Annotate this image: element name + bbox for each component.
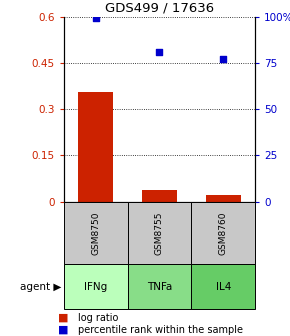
Text: agent ▶: agent ▶ (19, 282, 61, 292)
Bar (142, 190, 177, 202)
Text: percentile rank within the sample: percentile rank within the sample (78, 325, 243, 335)
Title: GDS499 / 17636: GDS499 / 17636 (105, 1, 214, 14)
Text: ■: ■ (58, 325, 68, 335)
Text: TNFa: TNFa (147, 282, 172, 292)
Text: GSM8760: GSM8760 (219, 211, 228, 255)
Text: GSM8755: GSM8755 (155, 211, 164, 255)
Text: IFNg: IFNg (84, 282, 107, 292)
Bar (206, 195, 241, 202)
Point (93, 15, 98, 20)
Text: IL4: IL4 (215, 282, 231, 292)
Text: log ratio: log ratio (78, 312, 119, 323)
Bar (78, 92, 113, 202)
Text: GSM8750: GSM8750 (91, 211, 100, 255)
Point (157, 49, 162, 55)
Point (221, 56, 226, 62)
Text: ■: ■ (58, 312, 68, 323)
